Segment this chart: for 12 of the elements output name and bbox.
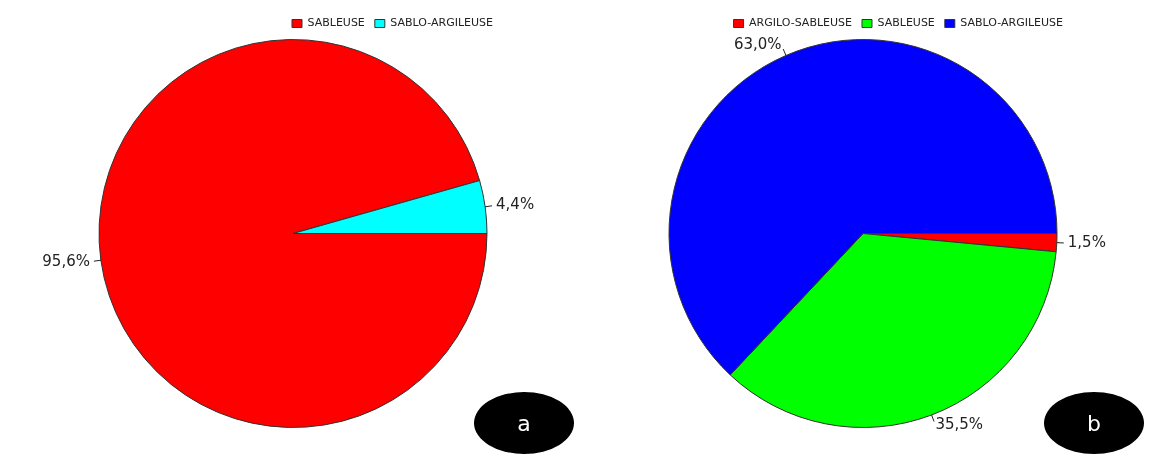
legend-label: SABLEUSE bbox=[877, 16, 935, 30]
data-label: 4,4% bbox=[496, 195, 535, 214]
data-label: 95,6% bbox=[42, 251, 90, 270]
data-label: 1,5% bbox=[1067, 233, 1106, 252]
ellipse-badge: b bbox=[1044, 392, 1144, 454]
ellipse-badge: a bbox=[474, 392, 574, 454]
legend-label: SABLO-ARGILEUSE bbox=[960, 16, 1064, 30]
legend-label: SABLEUSE bbox=[307, 16, 365, 30]
legend-label: ARGILO-SABLEUSE bbox=[749, 16, 853, 30]
data-label: 35,5% bbox=[935, 415, 984, 434]
legend-label: SABLO-ARGILEUSE bbox=[390, 16, 494, 30]
data-label: 63,0% bbox=[733, 35, 782, 54]
